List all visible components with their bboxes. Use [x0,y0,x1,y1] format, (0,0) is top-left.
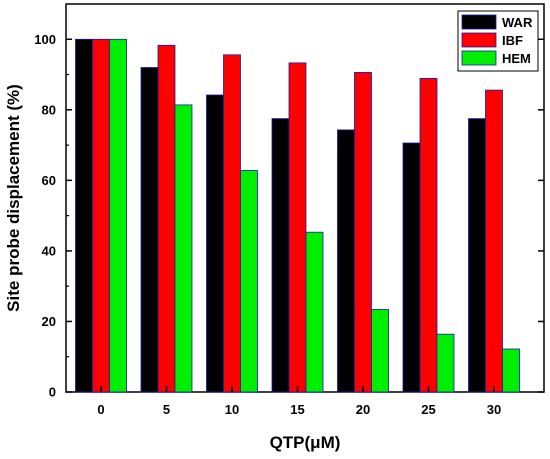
x-tick-label-0: 0 [97,402,104,417]
y-tick-label: 0 [49,385,56,400]
bars-group [75,38,520,393]
bar-war-20 [337,129,355,393]
y-tick-label: 100 [34,32,56,47]
legend-swatch-ibf [461,32,497,48]
bar-war-30 [468,118,486,393]
x-tick-label-20: 20 [356,402,370,417]
bar-war-5 [140,67,159,393]
bar-ibf-5 [157,44,176,393]
bar-war-15 [271,118,290,393]
legend-label-hem: HEM [502,51,531,66]
y-tick-label: 80 [42,102,56,117]
y-tick-label: 60 [42,173,56,188]
bar-hem-25 [436,333,455,393]
x-tick-label-30: 30 [487,402,501,417]
bar-hem-30 [502,348,520,393]
bar-ibf-25 [419,78,438,393]
legend-swatch-hem [461,50,497,66]
legend-label-war: WAR [502,15,533,30]
x-axis: 0 5 10 15 20 25 30 [97,386,501,417]
bar-ibf-20 [354,72,372,393]
bar-hem-5 [174,104,193,393]
bar-ibf-30 [485,89,503,393]
bar-war-10 [206,94,224,393]
bar-ibf-10 [223,54,241,393]
bar-ibf-15 [288,62,307,393]
x-tick-label-15: 15 [290,402,304,417]
y-tick-label: 40 [42,243,56,258]
y-axis-title: Site probe displacement (%) [4,84,23,312]
bar-hem-0 [109,38,127,393]
x-tick-label-25: 25 [421,402,435,417]
bar-hem-15 [305,231,324,393]
legend-label-ibf: IBF [502,33,523,48]
bar-war-0 [75,38,93,393]
y-tick-label: 20 [42,314,56,329]
bar-hem-20 [371,309,389,393]
legend: WAR IBF HEM [457,10,539,72]
y-axis: 0 20 40 60 80 100 [34,32,544,400]
x-axis-title: QTP(μM) [270,433,341,452]
x-tick-label-5: 5 [163,402,170,417]
legend-swatch-war [461,14,497,30]
bar-war-25 [402,142,421,393]
bar-ibf-0 [92,38,110,393]
bar-hem-10 [240,170,258,393]
x-tick-label-10: 10 [225,402,239,417]
